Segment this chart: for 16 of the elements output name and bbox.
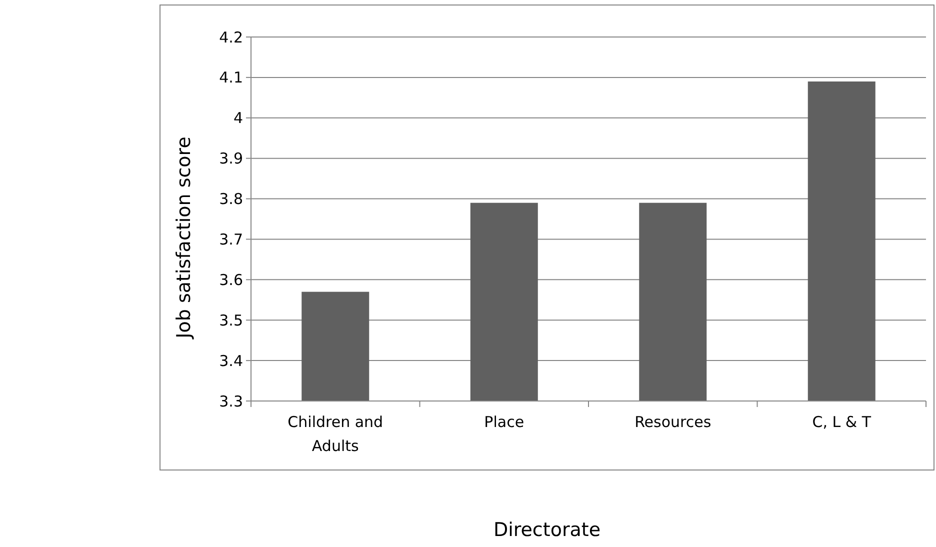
x-tick-label: Place (484, 413, 524, 431)
y-tick-label: 3.3 (219, 392, 243, 410)
y-tick-label: 3.5 (219, 311, 243, 330)
y-tick-label: 3.6 (219, 270, 243, 289)
x-tick-label: Children and Adults (288, 413, 384, 455)
x-axis-title: Directorate (493, 519, 601, 541)
y-tick-label: 4.2 (219, 28, 243, 46)
y-tick-label: 4 (233, 109, 243, 128)
x-tick-label: Resources (634, 413, 712, 431)
y-axis-title: Job satisfaction score (173, 136, 195, 340)
y-tick-label: 4.1 (219, 68, 243, 87)
x-tick-label: C, L & T (812, 413, 872, 431)
y-tick-label: 3.8 (219, 190, 243, 208)
y-tick-label: 3.9 (219, 150, 243, 168)
y-tick-label: 3.4 (219, 352, 243, 370)
y-tick-label: 3.7 (219, 230, 243, 248)
